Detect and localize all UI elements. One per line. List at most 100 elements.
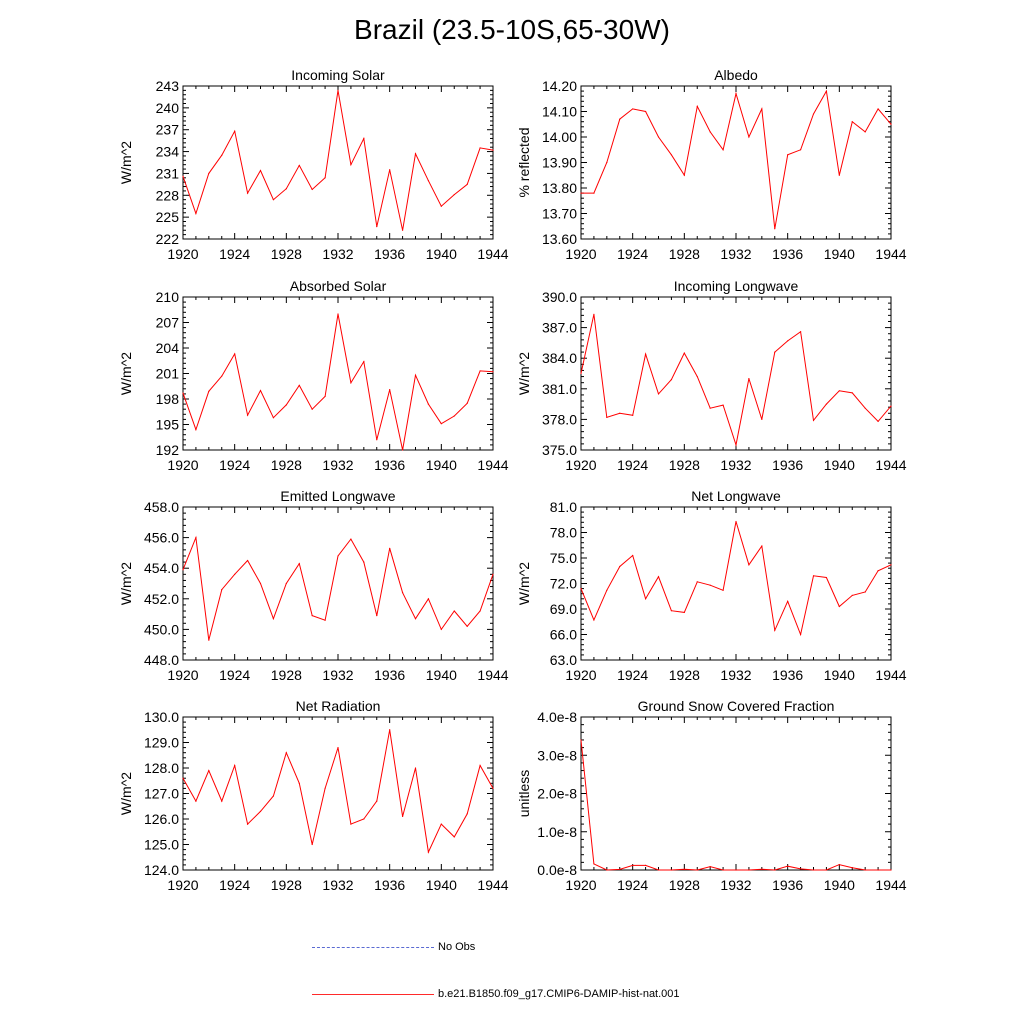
x-tick-label: 1936	[374, 667, 405, 683]
data-point	[414, 767, 417, 769]
data-point	[799, 868, 802, 870]
x-tick-label: 1932	[322, 877, 353, 893]
x-tick-label: 1920	[565, 457, 596, 473]
x-tick-label: 1940	[824, 457, 855, 473]
y-tick-label: 204	[156, 340, 180, 356]
data-point	[298, 563, 300, 565]
figure-title: Brazil (23.5-10S,65-30W)	[354, 14, 670, 45]
y-tick-label: 13.60	[542, 231, 577, 247]
legend-item-model-run: b.e21.B1850.f09_g17.CMIP6-DAMIP-hist-nat…	[312, 988, 680, 1000]
data-point	[440, 823, 442, 825]
data-point	[401, 815, 404, 818]
data-point	[825, 576, 828, 579]
data-point	[221, 800, 223, 802]
y-tick-label: 452.0	[144, 591, 179, 607]
y-tick-label: 72.0	[550, 576, 577, 592]
x-tick-label: 1944	[477, 877, 508, 893]
x-tick-label: 1924	[219, 877, 250, 893]
data-point	[696, 375, 698, 378]
data-point	[580, 372, 582, 375]
data-point	[838, 864, 840, 866]
data-point	[479, 147, 481, 149]
data-point	[606, 869, 608, 871]
data-point	[748, 378, 750, 380]
data-point	[414, 618, 417, 620]
data-point	[272, 417, 275, 419]
data-point	[479, 764, 481, 767]
data-point	[632, 554, 634, 557]
data-point	[748, 136, 750, 138]
data-point	[838, 605, 840, 608]
x-tick-label: 1928	[271, 667, 302, 683]
data-point	[864, 591, 866, 593]
data-point	[787, 865, 789, 867]
y-tick-label: 195	[156, 417, 180, 433]
y-tick-label: 237	[156, 122, 180, 138]
data-point	[221, 154, 223, 156]
data-point	[272, 795, 275, 797]
y-tick-label: 125.0	[144, 837, 179, 853]
x-tick-label: 1924	[219, 246, 250, 262]
data-point	[466, 402, 468, 404]
y-tick-label: 0.0e-8	[537, 862, 577, 878]
data-point	[337, 555, 339, 557]
series-line	[182, 313, 494, 451]
x-tick-label: 1920	[167, 667, 198, 683]
x-tick-label: 1928	[669, 877, 700, 893]
y-tick-label: 75.0	[550, 550, 577, 566]
y-axis-label: W/m^2	[118, 562, 134, 605]
x-tick-label: 1940	[426, 667, 457, 683]
x-tick-label: 1932	[720, 457, 751, 473]
data-point	[644, 598, 647, 600]
data-point	[709, 407, 711, 409]
data-point	[479, 610, 481, 612]
x-tick-label: 1932	[720, 667, 751, 683]
y-tick-label: 225	[156, 209, 180, 225]
y-tick-label: 210	[156, 289, 180, 305]
data-point	[593, 863, 595, 865]
data-point	[492, 149, 494, 151]
data-point	[670, 154, 673, 156]
data-point	[812, 575, 815, 577]
data-point	[851, 594, 853, 597]
data-point	[799, 331, 802, 333]
x-tick-label: 1928	[669, 667, 700, 683]
data-point	[272, 199, 275, 201]
data-point	[208, 639, 210, 641]
y-tick-label: 129.0	[144, 735, 179, 751]
y-axis-label: W/m^2	[118, 772, 134, 815]
data-point	[632, 864, 634, 867]
data-point	[311, 188, 313, 191]
data-point	[644, 110, 647, 113]
y-tick-label: 1.0e-8	[537, 824, 577, 840]
data-point	[851, 392, 853, 394]
data-point	[324, 619, 326, 621]
data-point	[632, 108, 634, 110]
y-tick-label: 81.0	[550, 499, 577, 515]
x-tick-label: 1924	[617, 457, 648, 473]
data-point	[619, 565, 621, 568]
data-point	[453, 415, 455, 417]
data-point	[774, 629, 776, 631]
data-point	[221, 589, 223, 591]
legend-dashed-line-swatch	[312, 946, 434, 948]
y-tick-label: 2.0e-8	[537, 786, 577, 802]
data-point	[208, 769, 210, 772]
data-point	[644, 864, 647, 867]
series-line	[580, 314, 892, 447]
x-tick-label: 1920	[167, 877, 198, 893]
x-tick-label: 1932	[322, 246, 353, 262]
data-point	[337, 313, 339, 315]
x-tick-label: 1936	[772, 877, 803, 893]
data-point	[877, 869, 879, 871]
y-tick-label: 234	[156, 144, 180, 160]
legend-label-model-run: b.e21.B1850.f09_g17.CMIP6-DAMIP-hist-nat…	[438, 988, 680, 1000]
chart-panel-8: Ground Snow Covered Fraction unitless 1920…	[516, 698, 907, 893]
data-point	[657, 393, 660, 395]
data-point	[683, 174, 685, 176]
data-point	[401, 229, 404, 231]
data-point	[453, 610, 455, 612]
data-point	[787, 340, 789, 342]
data-point	[890, 123, 892, 125]
data-point	[311, 615, 313, 617]
